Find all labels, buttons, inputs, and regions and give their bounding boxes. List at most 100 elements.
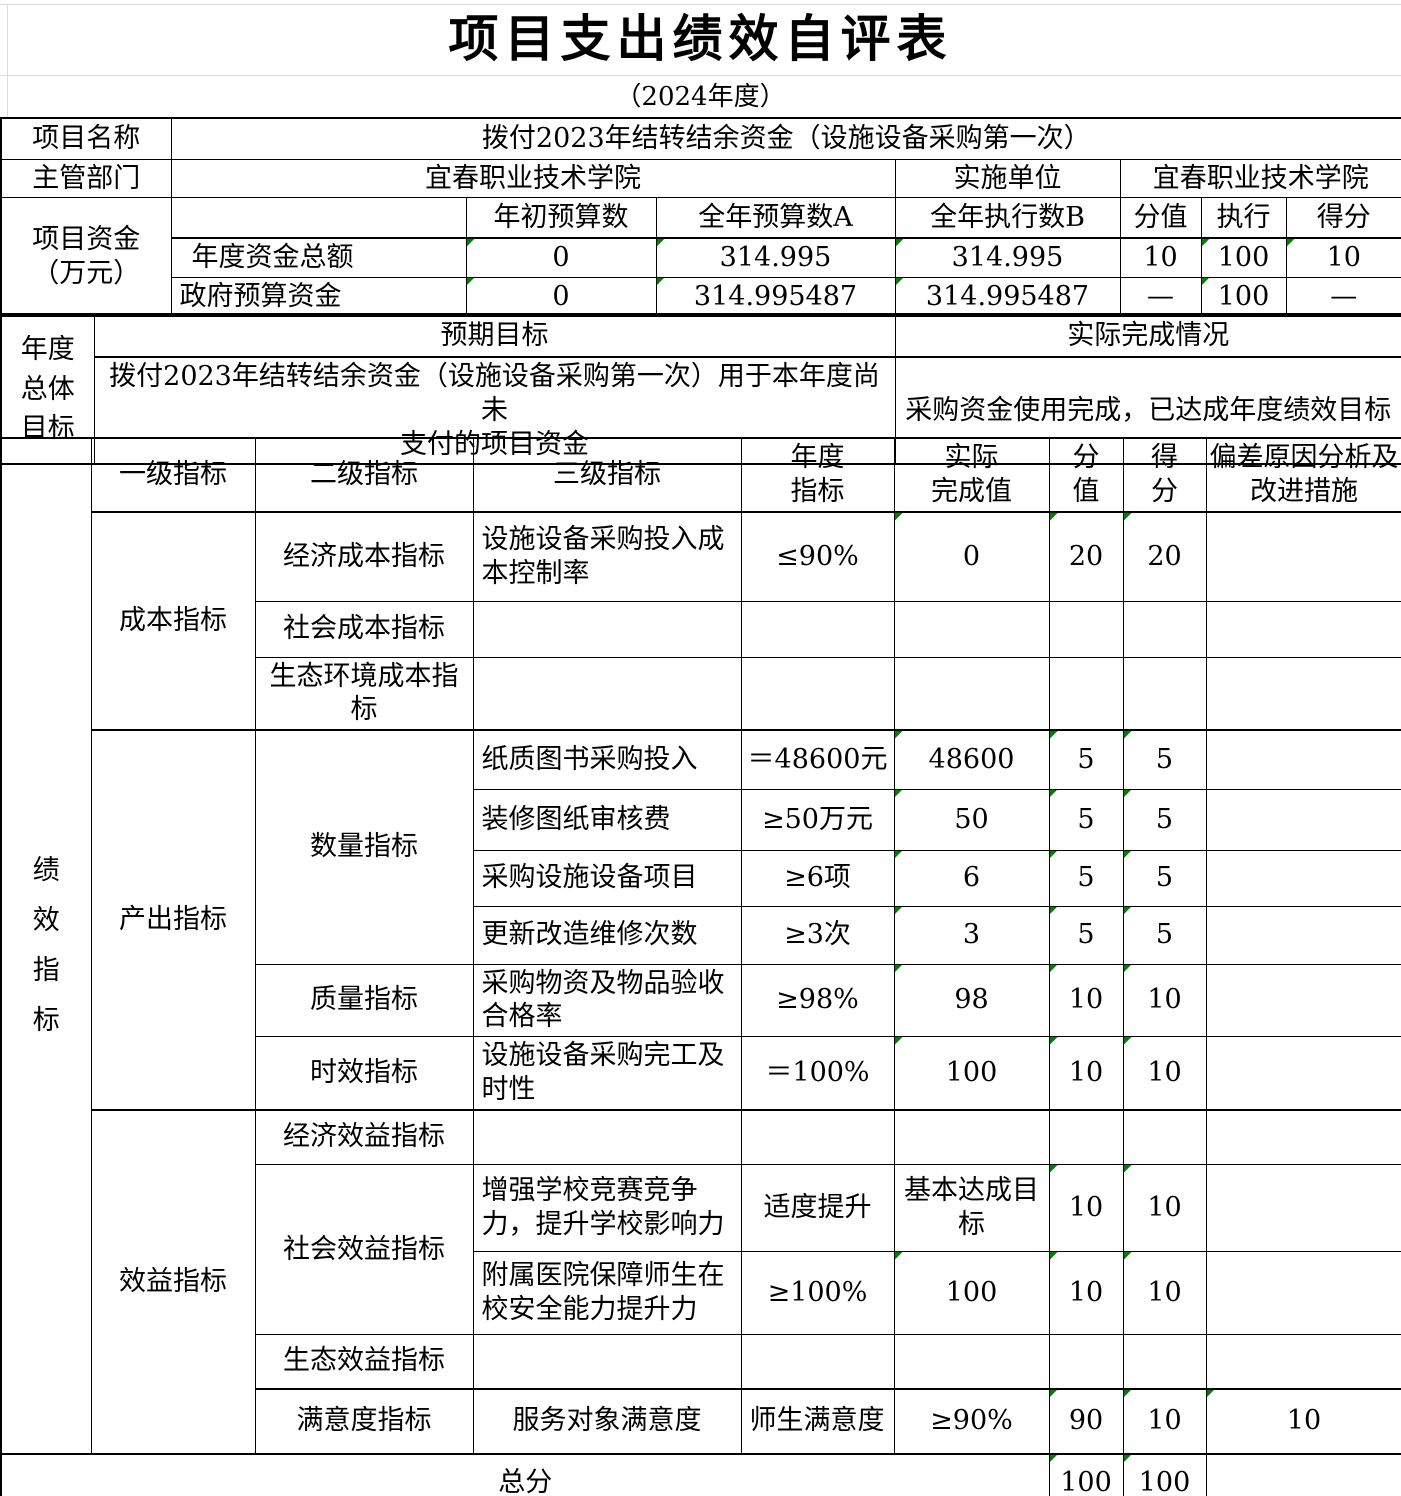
score-cell: 5 <box>1122 729 1207 790</box>
project-info-table: 项目名称 拨付2023年结转结余资金（设施设备采购第一次） 主管部门 宜春职业技… <box>0 117 1401 318</box>
funds-points-value: — <box>1119 276 1202 317</box>
col-points-header: 分 值 <box>1048 437 1124 513</box>
points-cell: 5 <box>1048 729 1124 790</box>
target-cell: ＝48600元 <box>740 729 895 790</box>
target-cell <box>740 1108 895 1165</box>
score-cell <box>1122 600 1207 658</box>
level3-cell: 设施设备采购投入成本控制率 <box>472 511 742 602</box>
page-subtitle: （2024年度） <box>615 82 786 112</box>
target-cell <box>740 1334 895 1389</box>
department-row: 主管部门 宜春职业技术学院 实施单位 宜春职业技术学院 <box>0 158 1401 199</box>
deviation-cell <box>1205 1251 1401 1335</box>
project-name-value: 拨付2023年结转结余资金（设施设备采购第一次） <box>170 117 1401 160</box>
score-cell: 5 <box>1122 849 1207 907</box>
level3-cell: 增强学校竞赛竞争力，提升学校影响力 <box>472 1164 742 1252</box>
faint-gridline-top <box>0 4 1401 5</box>
funds-col-execution: 执行 <box>1200 197 1287 239</box>
actual-cell: 98 <box>893 963 1050 1037</box>
points-cell: 20 <box>1048 511 1124 602</box>
indicator-row: 时效指标 设施设备采购完工及时性 ＝100% 100 10 10 <box>1 1036 1401 1110</box>
col-level2-header: 二级指标 <box>254 437 474 513</box>
score-cell: 10 <box>1122 1036 1207 1110</box>
actual-cell: 48600 <box>893 729 1050 790</box>
score-cell: 20 <box>1122 511 1207 602</box>
col-actual-header: 实际 完成值 <box>893 437 1050 513</box>
dept-value: 宜春职业技术学院 <box>170 158 896 199</box>
target-cell: ≥90% <box>893 1387 1050 1454</box>
level3-cell: 师生满意度 <box>740 1387 895 1454</box>
deviation-cell <box>1205 729 1401 790</box>
score-cell: 10 <box>1122 1251 1207 1335</box>
level3-cell <box>472 1334 742 1389</box>
level1-benefit: 效益指标 <box>90 1108 256 1454</box>
level3-cell: 装修图纸审核费 <box>472 788 742 851</box>
target-cell: ≥50万元 <box>740 788 895 851</box>
deviation-cell <box>1205 1036 1401 1110</box>
target-cell: 适度提升 <box>740 1164 895 1252</box>
actual-cell: 6 <box>893 849 1050 907</box>
actual-cell <box>893 656 1050 731</box>
target-cell: ≥6项 <box>740 849 895 907</box>
level2-cell: 服务对象满意度 <box>472 1387 742 1454</box>
goal-expected-header: 预期目标 <box>93 313 896 358</box>
level2-cell: 生态环境成本指标 <box>254 656 474 731</box>
target-cell <box>740 600 895 658</box>
deviation-cell <box>1205 656 1401 731</box>
target-cell <box>740 656 895 731</box>
funds-row-label: 政府预算资金 <box>170 276 467 317</box>
funds-col-initial-budget: 年初预算数 <box>465 197 657 239</box>
indicator-row: 产出指标 数量指标 纸质图书采购投入 ＝48600元 48600 5 5 <box>1 729 1401 1110</box>
funds-initial-value: 0 <box>465 276 657 317</box>
indicators-section-label: 绩 效 指 标 <box>0 437 92 1454</box>
indicator-row: 生态环境成本指标 <box>1 656 1401 731</box>
funds-initial-value: 0 <box>465 236 657 278</box>
level2-cell: 社会成本指标 <box>254 600 474 658</box>
total-score: 100 <box>1122 1452 1207 1496</box>
score-cell: 5 <box>1122 905 1207 965</box>
actual-cell <box>893 600 1050 658</box>
points-cell: 10 <box>1122 1387 1207 1454</box>
level1-cost: 成本指标 <box>90 511 256 731</box>
deviation-cell <box>1205 600 1401 658</box>
funds-execution-value: 100 <box>1200 276 1287 317</box>
funds-row-label: 年度资金总额 <box>170 236 467 278</box>
actual-cell: 3 <box>893 905 1050 965</box>
deviation-cell <box>1205 905 1401 965</box>
funds-header-row: 项目资金 （万元） 年初预算数 全年预算数A 全年执行数B 分值 执行 得分 <box>0 197 1401 317</box>
score-cell <box>1122 656 1207 731</box>
funds-execution-value: 100 <box>1200 236 1287 278</box>
goal-header-row: 年度 总体 目标 预期目标 实际完成情况 <box>0 313 1401 465</box>
funds-score-value: 10 <box>1285 236 1401 278</box>
funds-budget-value: 314.995487 <box>655 276 896 317</box>
points-cell: 5 <box>1048 905 1124 965</box>
level3-cell <box>472 656 742 731</box>
indicators-table: 绩 效 指 标 一级指标 二级指标 三级指标 年度 指标 实际 完成值 分 值 … <box>0 437 1401 1496</box>
deviation-cell <box>1205 1108 1401 1165</box>
indicator-row: 生态效益指标 <box>1 1334 1401 1389</box>
funds-points-value: 10 <box>1119 236 1202 278</box>
actual-cell: 50 <box>893 788 1050 851</box>
level2-quality: 质量指标 <box>254 963 474 1037</box>
funds-col-score: 得分 <box>1285 197 1401 239</box>
empty-cell <box>170 197 467 239</box>
indicator-row: 质量指标 采购物资及物品验收合格率 ≥98% 98 10 10 <box>1 963 1401 1037</box>
indicators-header-row: 绩 效 指 标 一级指标 二级指标 三级指标 年度 指标 实际 完成值 分 值 … <box>0 437 1401 1454</box>
level3-cell: 纸质图书采购投入 <box>472 729 742 790</box>
score-cell: 10 <box>1122 963 1207 1037</box>
funds-col-points: 分值 <box>1119 197 1202 239</box>
actual-cell: 100 <box>893 1251 1050 1335</box>
deviation-cell <box>1205 1452 1401 1496</box>
deviation-cell <box>1205 849 1401 907</box>
level3-cell <box>472 600 742 658</box>
points-cell: 10 <box>1048 963 1124 1037</box>
target-cell: ≤90% <box>740 511 895 602</box>
funds-col-annual-executed: 全年执行数B <box>894 197 1121 239</box>
deviation-cell <box>1205 1164 1401 1252</box>
deviation-cell <box>1205 511 1401 602</box>
col-level1-header: 一级指标 <box>90 437 256 513</box>
level3-cell: 附属医院保障师生在校安全能力提升力 <box>472 1251 742 1335</box>
target-cell: ≥98% <box>740 963 895 1037</box>
actual-cell: 基本达成目标 <box>893 1164 1050 1252</box>
total-label: 总分 <box>0 1452 1050 1496</box>
